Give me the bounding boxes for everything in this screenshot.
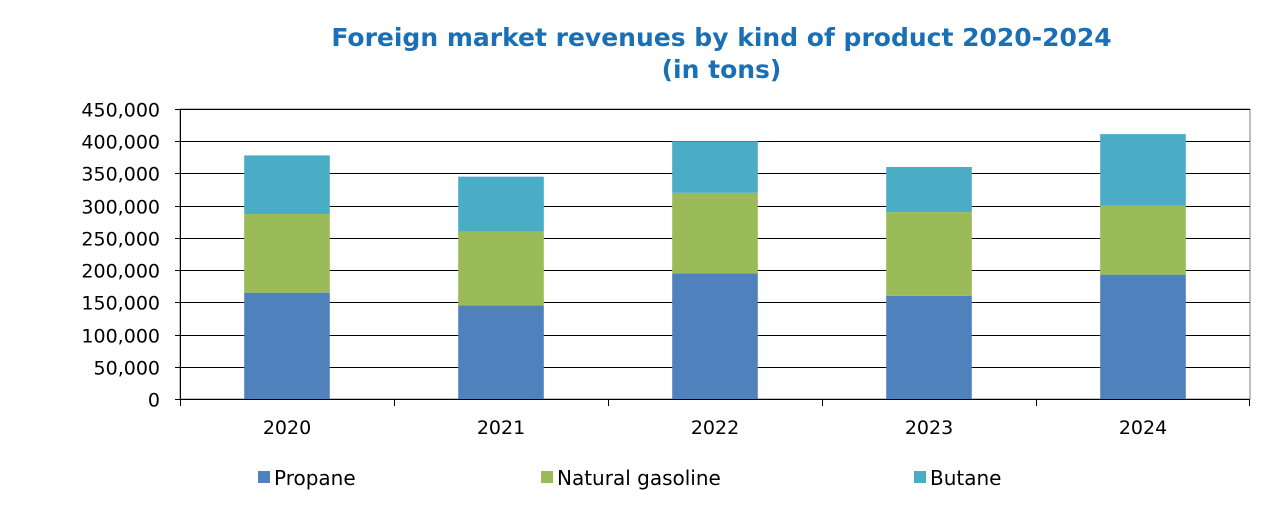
chart-title-main: Foreign market revenues by kind of produ… bbox=[331, 23, 1112, 52]
bar-natural-gasoline-2023 bbox=[886, 212, 972, 296]
bar-propane-2024 bbox=[1100, 274, 1186, 399]
bar-butane-2024 bbox=[1100, 134, 1186, 206]
legend-label-butane: Butane bbox=[930, 466, 1001, 490]
legend-swatch-butane bbox=[914, 471, 926, 483]
bar-butane-2021 bbox=[458, 176, 544, 232]
bar-butane-2022 bbox=[672, 141, 758, 193]
bar-butane-2020 bbox=[244, 155, 330, 215]
bar-natural-gasoline-2020 bbox=[244, 214, 330, 293]
bar-propane-2023 bbox=[886, 295, 972, 399]
bar-natural-gasoline-2022 bbox=[672, 192, 758, 274]
bar-propane-2020 bbox=[244, 292, 330, 399]
bar-propane-2021 bbox=[458, 305, 544, 399]
bar-natural-gasoline-2024 bbox=[1100, 205, 1186, 275]
y-tick-label: 50,000 bbox=[94, 358, 160, 380]
legend-label-propane: Propane bbox=[274, 466, 356, 490]
bar-natural-gasoline-2021 bbox=[458, 231, 544, 306]
x-tick-label: 2023 bbox=[905, 417, 953, 439]
x-tick-label: 2020 bbox=[263, 417, 311, 439]
y-tick-label: 150,000 bbox=[81, 293, 160, 315]
y-tick-label: 450,000 bbox=[81, 100, 160, 122]
bar-butane-2023 bbox=[886, 167, 972, 213]
y-tick-label: 350,000 bbox=[81, 164, 160, 186]
y-tick-label: 250,000 bbox=[81, 229, 160, 251]
y-tick-label: 200,000 bbox=[81, 261, 160, 283]
y-tick-label: 100,000 bbox=[81, 326, 160, 348]
x-tick-label: 2024 bbox=[1119, 417, 1167, 439]
legend-swatch-propane bbox=[258, 471, 270, 483]
legend-swatch-natural-gasoline bbox=[541, 471, 553, 483]
y-tick-label: 0 bbox=[148, 390, 160, 412]
x-tick-label: 2021 bbox=[477, 417, 525, 439]
chart-title: Foreign market revenues by kind of produ… bbox=[180, 22, 1263, 86]
x-tick-label: 2022 bbox=[691, 417, 739, 439]
y-tick-label: 300,000 bbox=[81, 197, 160, 219]
legend-label-natural-gasoline: Natural gasoline bbox=[557, 466, 721, 490]
bar-propane-2022 bbox=[672, 273, 758, 399]
y-tick-label: 400,000 bbox=[81, 132, 160, 154]
chart-subtitle: (in tons) bbox=[661, 55, 782, 84]
